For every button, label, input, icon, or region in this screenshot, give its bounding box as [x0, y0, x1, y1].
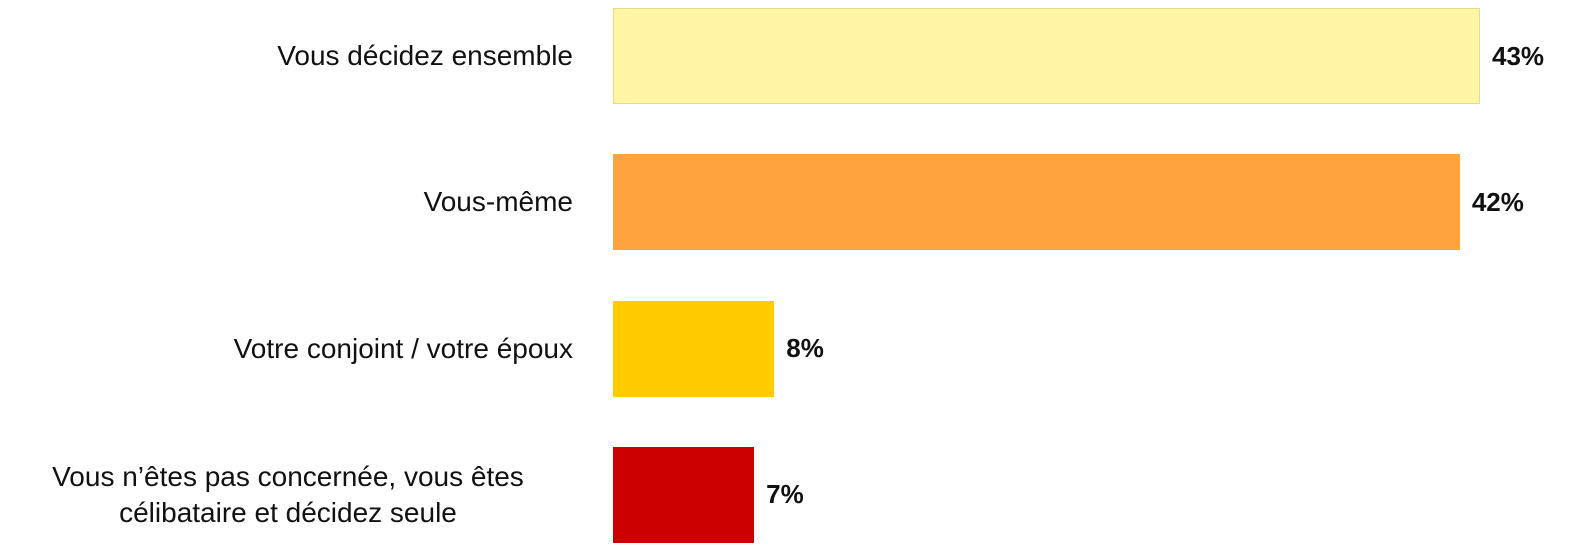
- value-label-text: 43%: [1492, 40, 1545, 71]
- category-label-text: Vous n’êtes pas concernée, vous êtes cél…: [52, 460, 524, 528]
- value-label-text: 7%: [766, 479, 804, 510]
- value-label: 42%: [1472, 154, 1524, 250]
- bar: [613, 446, 755, 543]
- bar: [613, 154, 1460, 251]
- category-label-text: Vous décidez ensemble: [277, 40, 573, 71]
- bar: [613, 8, 1480, 104]
- value-label: 8%: [786, 301, 824, 397]
- category-label-text: Vous-même: [423, 186, 573, 218]
- category-label: Vous décidez ensemble: [277, 8, 573, 104]
- category-label-text: Votre conjoint / votre époux: [233, 332, 573, 364]
- category-label: Vous-même: [424, 154, 573, 250]
- category-label: Votre conjoint / votre époux: [234, 301, 573, 397]
- value-label-text: 8%: [786, 333, 824, 364]
- value-label-text: 42%: [1471, 186, 1524, 217]
- category-label: Vous n’êtes pas concernée, vous êtes cél…: [3, 447, 573, 543]
- value-label: 7%: [766, 447, 804, 543]
- value-label: 43%: [1492, 8, 1544, 104]
- bar: [613, 300, 775, 397]
